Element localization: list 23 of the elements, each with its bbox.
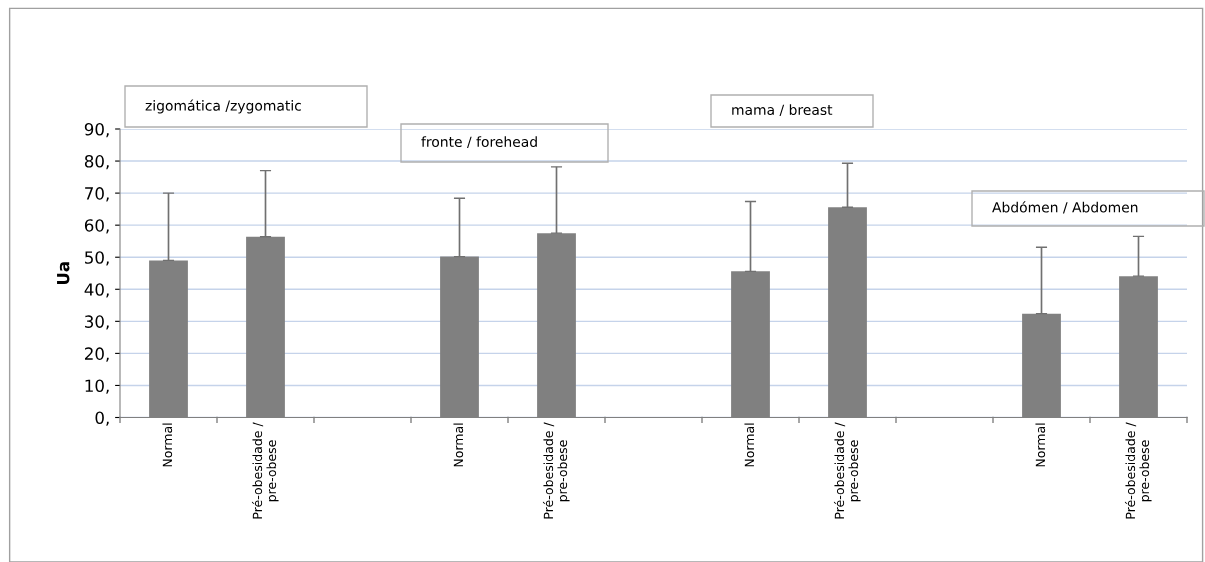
y-tick-label: 0, xyxy=(95,411,109,426)
text: mama / breast xyxy=(732,104,833,117)
y-tick-label: 20, xyxy=(84,347,109,362)
annotation: Abdómen / Abdomen xyxy=(992,201,1138,214)
x-tick-label: Pré-obesidade / pre-obese xyxy=(542,422,570,519)
x-tick-label: Normal xyxy=(1035,423,1046,467)
y-tick-label: 60, xyxy=(84,219,109,234)
x-tick-label: Normal xyxy=(744,423,755,467)
annotation: fronte / forehead xyxy=(421,136,537,149)
y-tick-label: 30, xyxy=(85,315,109,330)
text: zigomática /zygomatic xyxy=(145,99,301,114)
x-tick-label: Pré-obesidade / pre-obese xyxy=(251,422,279,519)
y-axis-title: Ua xyxy=(57,262,70,285)
x-tick-label: Normal xyxy=(162,423,173,467)
y-tick-label: 80, xyxy=(84,155,109,170)
y-tick-label: 90, xyxy=(84,122,109,138)
y-tick-label: 10, xyxy=(85,379,109,394)
x-tick-label: Pré-obesidade / pre-obese xyxy=(833,422,861,519)
x-tick-label: Normal xyxy=(453,423,464,467)
y-tick-label: 50, xyxy=(85,251,109,266)
y-tick-label: 40, xyxy=(84,283,109,298)
x-tick-label: Pré-obesidade / pre-obese xyxy=(1124,422,1152,519)
y-tick-label: 70, xyxy=(85,187,109,202)
